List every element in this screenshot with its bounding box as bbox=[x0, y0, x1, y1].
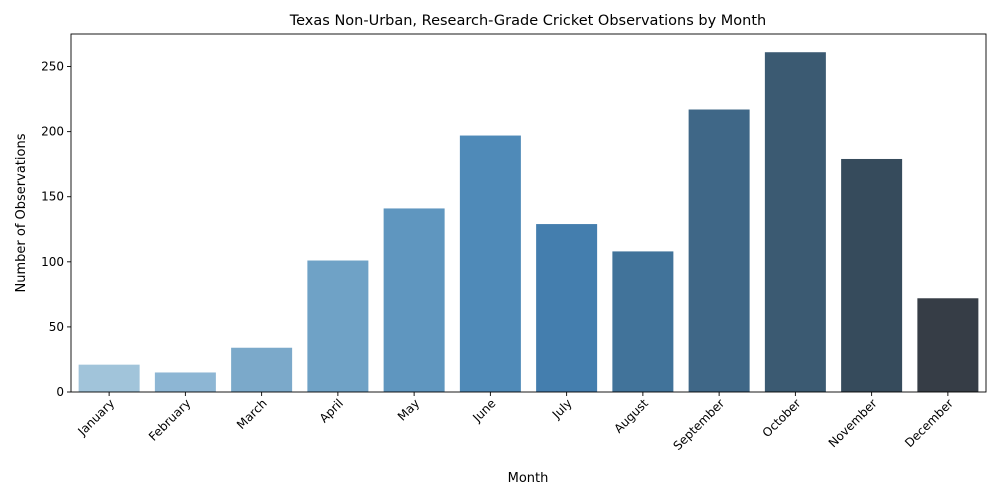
bar-june bbox=[459, 135, 521, 393]
x-tick-label: August bbox=[611, 396, 651, 436]
bar-march bbox=[231, 347, 293, 392]
bar-july bbox=[536, 224, 598, 392]
chart-title: Texas Non-Urban, Research-Grade Cricket … bbox=[289, 13, 766, 29]
bar-february bbox=[154, 372, 216, 392]
x-tick-label: January bbox=[74, 396, 117, 439]
bar-september bbox=[688, 109, 750, 392]
bars-group bbox=[78, 52, 979, 393]
bar-april bbox=[307, 260, 369, 392]
y-tick-label: 150 bbox=[41, 190, 64, 204]
bar-december bbox=[917, 298, 979, 392]
y-tick-label: 200 bbox=[41, 125, 64, 139]
bar-october bbox=[764, 52, 826, 392]
y-tick-label: 0 bbox=[56, 385, 64, 399]
x-tick-label: September bbox=[670, 396, 727, 453]
bar-november bbox=[841, 158, 903, 392]
bar-january bbox=[78, 364, 140, 392]
x-axis-label: Month bbox=[508, 471, 549, 486]
y-axis-ticks: 0 50 100 150 200 250 bbox=[41, 60, 71, 399]
bar-may bbox=[383, 208, 445, 392]
x-tick-label: June bbox=[469, 396, 498, 425]
x-tick-label: July bbox=[549, 396, 575, 422]
x-tick-label: December bbox=[902, 396, 956, 450]
x-tick-label: March bbox=[234, 396, 270, 432]
x-tick-label: October bbox=[760, 396, 804, 440]
x-tick-label: April bbox=[317, 396, 346, 425]
y-tick-label: 250 bbox=[41, 60, 64, 74]
x-tick-label: November bbox=[826, 396, 880, 450]
y-axis-label: Number of Observations bbox=[14, 133, 29, 292]
plot-frame bbox=[70, 33, 987, 393]
y-tick-label: 100 bbox=[41, 255, 64, 269]
x-axis-ticks: January February March April May June July Augu… bbox=[74, 392, 956, 453]
y-tick-label: 50 bbox=[49, 320, 64, 334]
bar-august bbox=[612, 251, 674, 392]
x-tick-label: February bbox=[146, 396, 194, 444]
x-tick-label: May bbox=[395, 396, 422, 423]
